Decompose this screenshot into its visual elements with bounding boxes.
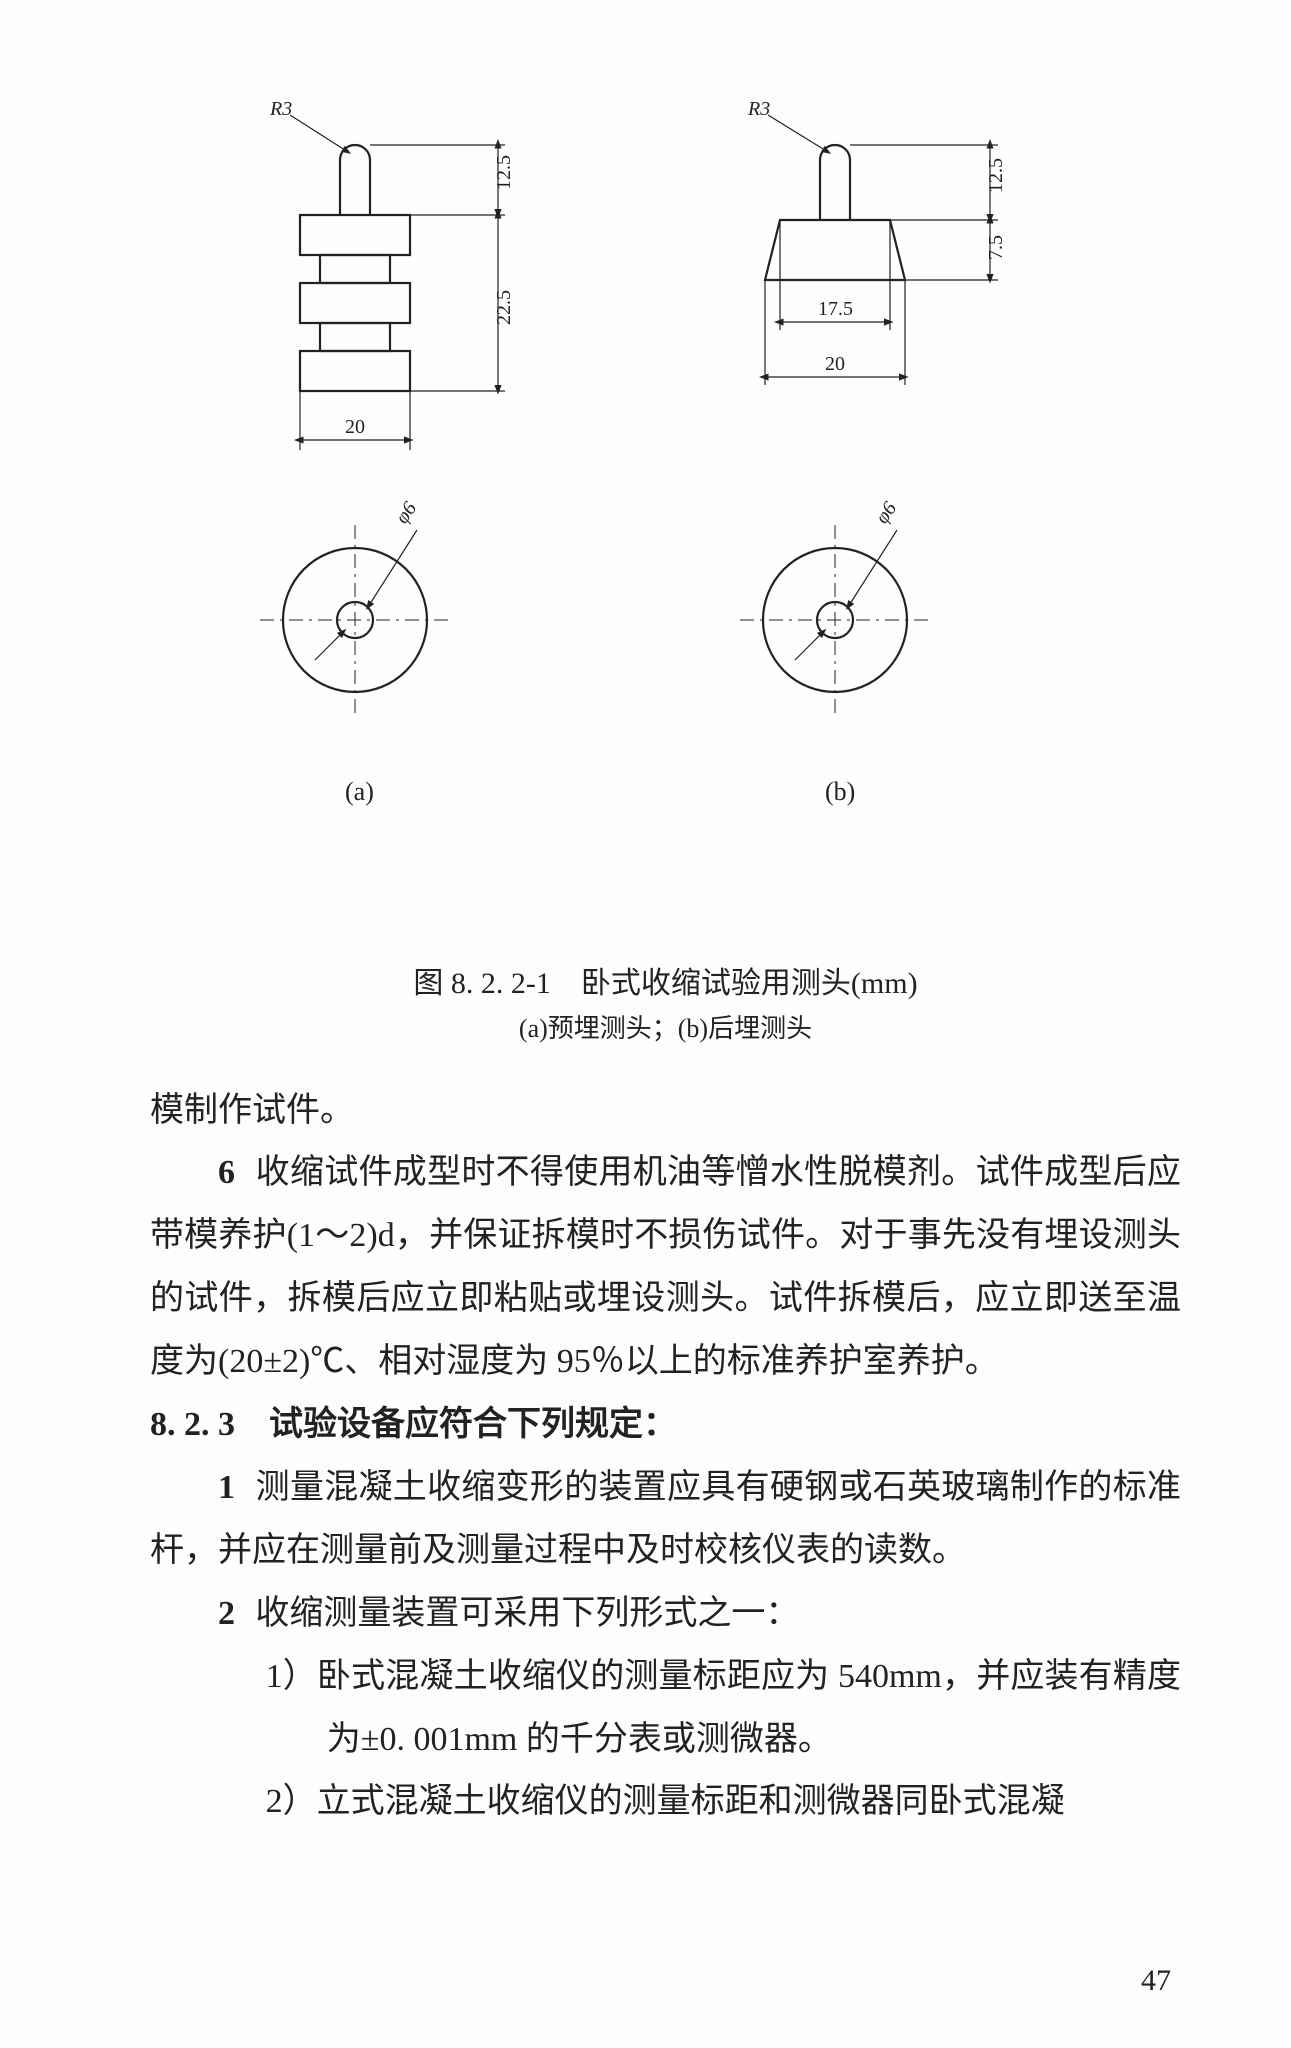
dim-r3-b: R3 (747, 100, 770, 120)
dim-b-mid: 7.5 (985, 235, 1007, 260)
dim-a-mid: 22.5 (493, 290, 515, 325)
dim-phi-a: φ6 (391, 498, 421, 528)
heading-823-text: 8. 2. 3 试验设备应符合下列规定： (150, 1406, 677, 1443)
figure-zone: R3 12.5 22.5 20 (150, 100, 1181, 920)
dim-phi-b: φ6 (871, 498, 901, 528)
dim-b-width: 20 (825, 353, 845, 375)
sub-1: 1）卧式混凝土收缩仪的测量标距应为 540mm，并应装有精度为±0. 001mm… (150, 1646, 1181, 1772)
item-2: 2 收缩测量装置可采用下列形式之一： (150, 1583, 1181, 1646)
dim-a-top: 12.5 (493, 155, 515, 190)
body-text: 模制作试件。 6收缩试件成型时不得使用机油等憎水性脱模剂。试件成型后应带模养护(… (150, 1080, 1181, 1835)
num-i2: 2 (218, 1595, 235, 1632)
caption-main: 图 8. 2. 2-1 卧式收缩试验用测头(mm) (150, 960, 1181, 1008)
page-number: 47 (1141, 1964, 1171, 1998)
fig-b-plan: φ6 (740, 498, 930, 715)
fig-a-side: R3 12.5 22.5 20 (269, 100, 515, 450)
sub-2: 2）立式混凝土收缩仪的测量标距和测微器同卧式混凝 (150, 1771, 1181, 1834)
figure-svg: R3 12.5 22.5 20 (150, 100, 1180, 920)
line-continuation: 模制作试件。 (150, 1080, 1181, 1143)
heading-823: 8. 2. 3 试验设备应符合下列规定： (150, 1394, 1181, 1457)
fig-tag-a: (a) (345, 777, 374, 806)
item-1: 1测量混凝土收缩变形的装置应具有硬钢或石英玻璃制作的标准杆，并应在测量前及测量过… (150, 1457, 1181, 1583)
page: R3 12.5 22.5 20 (0, 0, 1291, 2048)
dim-b-top: 12.5 (985, 158, 1007, 193)
fig-a-plan: φ6 (260, 498, 450, 715)
fig-b-side: R3 12.5 7.5 17.5 20 (747, 100, 1007, 385)
caption-sub: (a)预埋测头；(b)后埋测头 (150, 1008, 1181, 1050)
fig-tag-b: (b) (825, 777, 855, 806)
dim-r3-a: R3 (269, 100, 292, 120)
item-1-text: 测量混凝土收缩变形的装置应具有硬钢或石英玻璃制作的标准杆，并应在测量前及测量过程… (150, 1469, 1181, 1569)
para-6-text: 收缩试件成型时不得使用机油等憎水性脱模剂。试件成型后应带模养护(1～2)d，并保… (150, 1154, 1181, 1380)
num-i1: 1 (218, 1469, 235, 1506)
para-6: 6收缩试件成型时不得使用机油等憎水性脱模剂。试件成型后应带模养护(1～2)d，并… (150, 1142, 1181, 1394)
figure-caption: 图 8. 2. 2-1 卧式收缩试验用测头(mm) (a)预埋测头；(b)后埋测… (150, 960, 1181, 1050)
dim-a-width: 20 (345, 416, 365, 438)
dim-b-taper: 17.5 (818, 298, 853, 320)
item-2-text: 收缩测量装置可采用下列形式之一： (255, 1595, 799, 1632)
num-6: 6 (218, 1154, 235, 1191)
